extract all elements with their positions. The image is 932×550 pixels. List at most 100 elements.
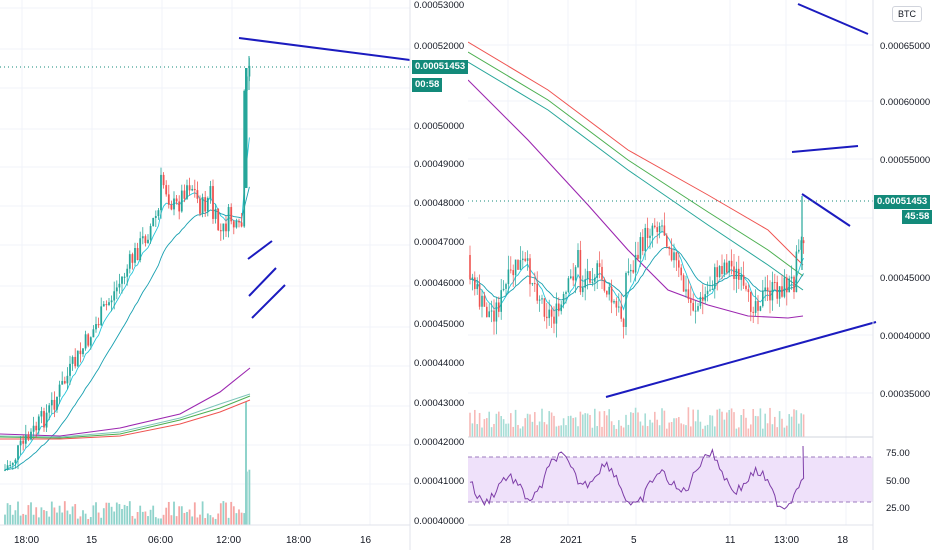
- volume-bar: [4, 514, 6, 525]
- symbol-label[interactable]: BTC: [892, 6, 922, 22]
- candle-body: [802, 240, 805, 244]
- left-price-tick: 0.00050000: [414, 121, 464, 132]
- candle-body: [102, 304, 105, 307]
- candle-body: [118, 283, 121, 288]
- candle-body: [754, 301, 757, 313]
- candle-body: [32, 425, 35, 432]
- volume-bar: [644, 413, 646, 437]
- candle-body: [711, 288, 714, 290]
- candle-body: [663, 225, 666, 236]
- candle-body: [798, 249, 800, 252]
- candle-body: [586, 271, 589, 280]
- candle-body: [656, 227, 658, 233]
- candle-body: [790, 276, 793, 279]
- volume-bar: [574, 417, 577, 437]
- right-time-tick: 11: [725, 535, 736, 546]
- candle-body: [204, 197, 207, 212]
- volume-bar: [118, 504, 121, 525]
- volume-bar: [14, 510, 17, 525]
- candle-body: [245, 68, 248, 188]
- right-chart-canvas[interactable]: 0.00065000 0.00060000 0.00055000 0.00045…: [468, 0, 932, 550]
- volume-bar: [66, 510, 69, 525]
- right-trendlines[interactable]: [605, 3, 877, 398]
- volume-bar: [742, 409, 745, 437]
- candle-body: [675, 252, 678, 261]
- candle-body: [490, 310, 493, 312]
- volume-bar: [692, 409, 694, 437]
- candle-body: [742, 275, 745, 286]
- candle-body: [769, 290, 771, 301]
- volume-bar: [697, 409, 699, 437]
- moving-average-line: [468, 41, 804, 266]
- volume-bar: [706, 424, 709, 437]
- rsi-line: [469, 445, 805, 510]
- left-chart-pane[interactable]: 0.00053000 0.00052000 0.00050000 0.00049…: [0, 0, 469, 550]
- left-trendlines[interactable]: [238, 37, 411, 319]
- volume-bar: [673, 418, 675, 437]
- candle-body: [214, 208, 217, 219]
- volume-bar: [723, 419, 726, 437]
- volume-bar: [126, 506, 129, 525]
- volume-bar: [144, 511, 147, 525]
- volume-bar: [649, 419, 651, 437]
- candle-body: [764, 287, 766, 291]
- candle-body: [92, 329, 95, 338]
- candle-body: [76, 350, 79, 367]
- candle-body: [788, 278, 790, 293]
- volume-bar: [663, 410, 666, 437]
- volume-bar: [9, 504, 12, 525]
- volume-bar: [196, 517, 199, 525]
- left-chart-canvas[interactable]: 0.00053000 0.00052000 0.00050000 0.00049…: [0, 0, 468, 550]
- volume-bar: [565, 425, 567, 437]
- volume-bar: [555, 426, 558, 437]
- volume-bar: [522, 426, 524, 437]
- candle-body: [170, 204, 173, 210]
- volume-bar: [519, 428, 522, 437]
- left-time-tick: 18:00: [14, 535, 39, 546]
- volume-bar: [63, 501, 66, 525]
- left-time-tick: 06:00: [148, 535, 173, 546]
- candle-body: [685, 289, 687, 292]
- candle-body: [594, 277, 596, 282]
- left-price-tick: 0.00044000: [414, 358, 464, 369]
- candle-body: [774, 281, 776, 283]
- volume-bar: [87, 518, 90, 525]
- volume-bar: [738, 427, 740, 437]
- right-chart-pane[interactable]: 0.00065000 0.00060000 0.00055000 0.00045…: [468, 0, 932, 550]
- candle-body: [483, 295, 486, 307]
- candle-body: [152, 217, 155, 227]
- candle-body: [637, 254, 639, 259]
- volume-bar: [232, 506, 235, 525]
- candle-body: [108, 302, 110, 305]
- candle-body: [97, 324, 100, 326]
- candle-body: [752, 311, 754, 313]
- volume-bar: [745, 417, 747, 437]
- volume-bar: [209, 515, 212, 525]
- candle-body: [17, 445, 19, 460]
- candle-body: [183, 190, 186, 199]
- volume-bar: [162, 514, 165, 525]
- volume-bar: [702, 428, 704, 437]
- volume-bar: [134, 518, 136, 525]
- volume-bar: [6, 503, 9, 525]
- candle-body: [620, 306, 622, 319]
- candle-body: [4, 469, 6, 471]
- right-price-tick: 0.00035000: [880, 389, 930, 400]
- candle-body: [115, 287, 118, 292]
- candle-body: [555, 303, 558, 324]
- candle-body: [625, 272, 627, 327]
- volume-bar: [238, 509, 240, 525]
- volume-bar: [71, 506, 74, 525]
- candle-body: [560, 304, 562, 312]
- volume-bar: [58, 505, 61, 525]
- volume-bar: [149, 509, 152, 525]
- candle-body: [654, 225, 656, 228]
- volume-bar: [92, 505, 95, 525]
- candle-body: [495, 302, 498, 322]
- candle-body: [526, 258, 529, 261]
- volume-bar: [175, 516, 178, 525]
- volume-bar: [642, 425, 644, 437]
- volume-bar: [37, 517, 40, 525]
- left-candles: [4, 56, 251, 472]
- candle-body: [562, 293, 565, 305]
